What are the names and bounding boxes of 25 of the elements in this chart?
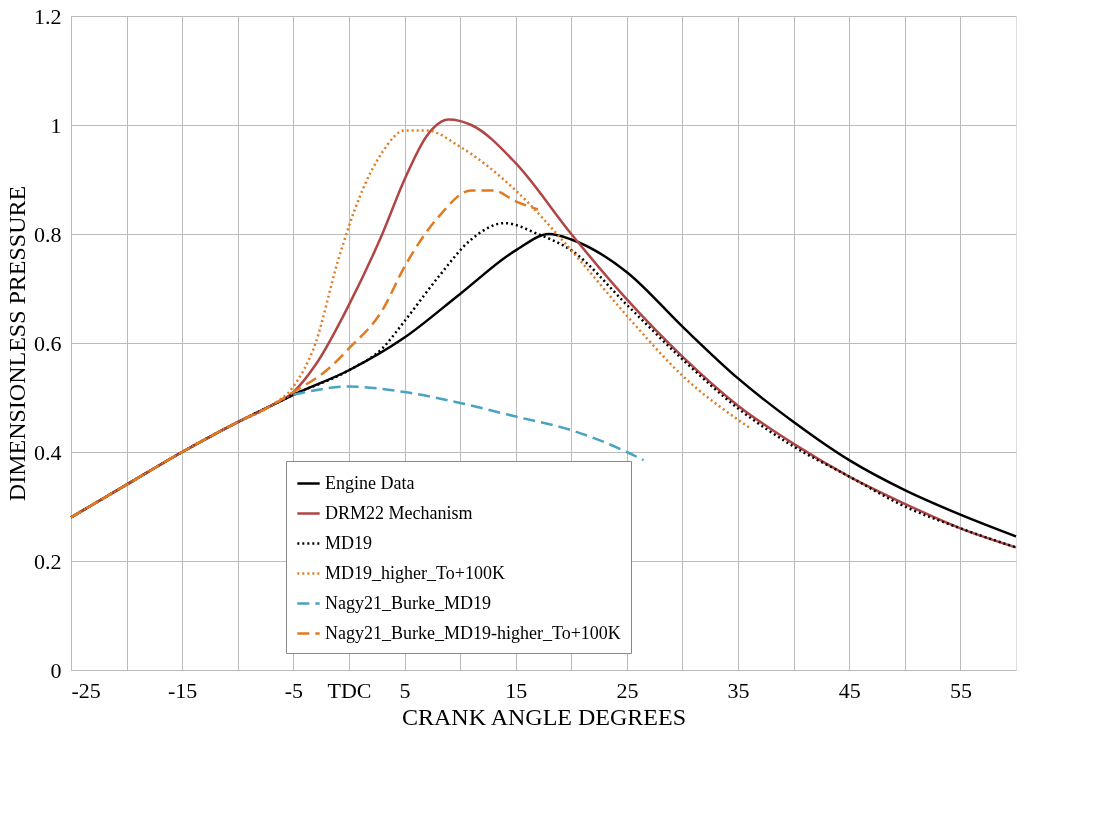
legend-label: DRM22 Mechanism <box>325 502 473 523</box>
y-tick-label: 1 <box>50 112 62 138</box>
y-tick-label: 0.4 <box>34 439 62 465</box>
x-tick-label: -25 <box>71 677 101 703</box>
y-axis-title: DIMENSIONLESS PRESSURE <box>4 185 30 502</box>
x-tick-label: TDC <box>327 677 372 703</box>
x-tick-label: 25 <box>616 677 639 703</box>
y-tick-label: 0.2 <box>34 548 62 574</box>
x-tick-label: 15 <box>505 677 528 703</box>
legend-label: MD19 <box>325 532 373 553</box>
x-tick-label: -15 <box>168 677 198 703</box>
y-tick-label: 0.6 <box>34 330 62 356</box>
legend-label: MD19_higher_To+100K <box>325 562 505 583</box>
x-tick-label: 45 <box>838 677 861 703</box>
x-axis-title: CRANK ANGLE DEGREES <box>401 703 687 730</box>
x-tick-label: 5 <box>399 677 411 703</box>
legend-label: Nagy21_Burke_MD19 <box>325 592 491 613</box>
y-tick-label: 0 <box>50 657 62 683</box>
x-tick-label: 35 <box>727 677 750 703</box>
legend-label: Engine Data <box>325 472 415 493</box>
y-tick-label: 1.2 <box>34 3 62 29</box>
x-tick-label: 55 <box>949 677 972 703</box>
y-tick-label: 0.8 <box>34 221 62 247</box>
legend-label: Nagy21_Burke_MD19-higher_To+100K <box>325 622 621 643</box>
x-tick-label: -5 <box>284 677 304 703</box>
